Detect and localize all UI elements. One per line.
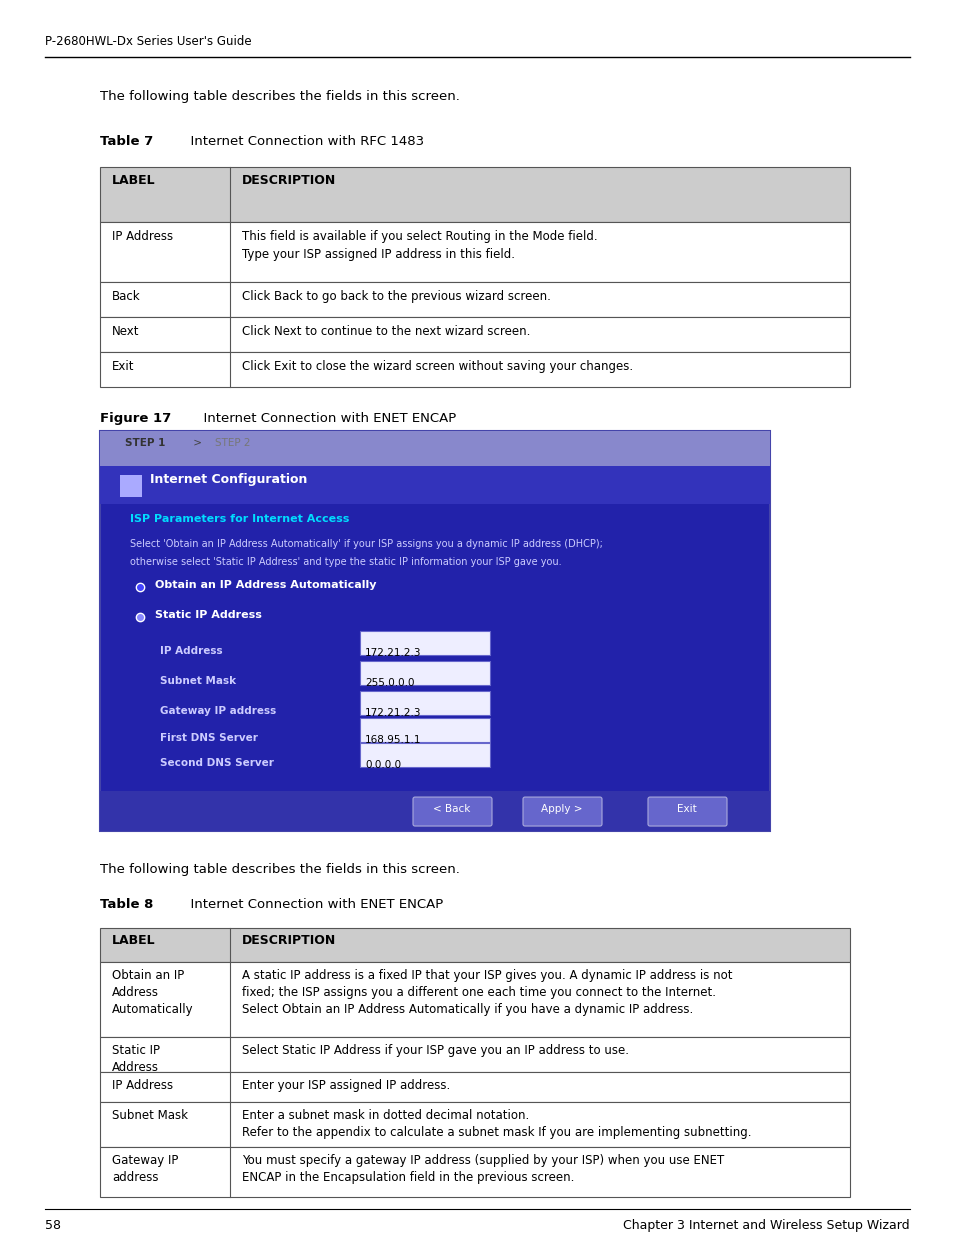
Text: Obtain an IP Address Automatically: Obtain an IP Address Automatically [154,580,376,590]
Text: Exit: Exit [112,359,134,373]
Text: ISP Parameters for Internet Access: ISP Parameters for Internet Access [130,515,349,525]
FancyBboxPatch shape [100,1072,849,1102]
Text: 172.21.2.3: 172.21.2.3 [365,648,421,658]
Text: Subnet Mask: Subnet Mask [112,1109,188,1121]
Text: IP Address: IP Address [160,646,222,656]
FancyBboxPatch shape [359,743,490,767]
Text: Click Back to go back to the previous wizard screen.: Click Back to go back to the previous wi… [242,290,550,303]
Text: Automatically: Automatically [112,1003,193,1016]
Text: STEP 1: STEP 1 [125,438,165,448]
Text: STEP 2: STEP 2 [214,438,251,448]
Text: Address: Address [112,986,159,999]
FancyBboxPatch shape [359,631,490,656]
FancyBboxPatch shape [100,962,849,1036]
Text: Back: Back [112,290,140,303]
Text: Click Exit to close the wizard screen without saving your changes.: Click Exit to close the wizard screen wi… [242,359,633,373]
Text: Static IP Address: Static IP Address [154,610,262,620]
FancyBboxPatch shape [100,316,849,352]
FancyBboxPatch shape [100,927,849,962]
FancyBboxPatch shape [647,797,726,826]
Text: IP Address: IP Address [112,1078,172,1092]
Text: Gateway IP: Gateway IP [112,1153,178,1167]
FancyBboxPatch shape [100,431,769,467]
Text: Type your ISP assigned IP address in this field.: Type your ISP assigned IP address in thi… [242,248,515,261]
Text: Internet Connection with RFC 1483: Internet Connection with RFC 1483 [182,135,424,148]
Text: 168.95.1.1: 168.95.1.1 [365,735,421,745]
Text: Internet Connection with ENET ENCAP: Internet Connection with ENET ENCAP [182,898,443,911]
Text: Next: Next [112,325,139,337]
FancyBboxPatch shape [100,467,769,504]
Text: A static IP address is a fixed IP that your ISP gives you. A dynamic IP address : A static IP address is a fixed IP that y… [242,969,732,982]
Text: 255.0.0.0: 255.0.0.0 [365,678,414,688]
Text: Select 'Obtain an IP Address Automatically' if your ISP assigns you a dynamic IP: Select 'Obtain an IP Address Automatical… [130,540,602,550]
Text: First DNS Server: First DNS Server [160,734,257,743]
Text: Refer to the appendix to calculate a subnet mask If you are implementing subnett: Refer to the appendix to calculate a sub… [242,1125,751,1139]
Text: Address: Address [112,1061,159,1073]
Text: 172.21.2.3: 172.21.2.3 [365,708,421,719]
Text: Gateway IP address: Gateway IP address [160,706,276,716]
FancyBboxPatch shape [100,792,769,831]
Text: < Back: < Back [433,804,470,814]
Text: You must specify a gateway IP address (supplied by your ISP) when you use ENET: You must specify a gateway IP address (s… [242,1153,723,1167]
Text: 58: 58 [45,1219,61,1231]
Text: DESCRIPTION: DESCRIPTION [242,174,335,186]
Text: Internet Connection with ENET ENCAP: Internet Connection with ENET ENCAP [194,411,456,425]
FancyBboxPatch shape [413,797,492,826]
Text: fixed; the ISP assigns you a different one each time you connect to the Internet: fixed; the ISP assigns you a different o… [242,986,716,999]
Text: The following table describes the fields in this screen.: The following table describes the fields… [100,863,459,876]
Text: Select Static IP Address if your ISP gave you an IP address to use.: Select Static IP Address if your ISP gav… [242,1044,628,1057]
FancyBboxPatch shape [100,431,769,831]
FancyBboxPatch shape [120,475,142,498]
Text: The following table describes the fields in this screen.: The following table describes the fields… [100,90,459,103]
FancyBboxPatch shape [100,1102,849,1146]
Text: Exit: Exit [677,804,696,814]
FancyBboxPatch shape [100,1036,849,1072]
FancyBboxPatch shape [100,167,849,222]
Text: address: address [112,1171,158,1183]
FancyBboxPatch shape [359,661,490,685]
Text: ENCAP in the Encapsulation field in the previous screen.: ENCAP in the Encapsulation field in the … [242,1171,574,1183]
FancyBboxPatch shape [359,719,490,742]
Text: Apply >: Apply > [540,804,582,814]
Text: Second DNS Server: Second DNS Server [160,758,274,768]
Text: Internet Configuration: Internet Configuration [150,473,307,487]
Text: Select Obtain an IP Address Automatically if you have a dynamic IP address.: Select Obtain an IP Address Automaticall… [242,1003,693,1016]
Text: Table 8: Table 8 [100,898,153,911]
FancyBboxPatch shape [359,692,490,715]
Text: Table 7: Table 7 [100,135,153,148]
Text: Obtain an IP: Obtain an IP [112,969,184,982]
Text: >: > [190,438,205,448]
FancyBboxPatch shape [100,352,849,387]
Text: Enter a subnet mask in dotted decimal notation.: Enter a subnet mask in dotted decimal no… [242,1109,529,1121]
Text: Click Next to continue to the next wizard screen.: Click Next to continue to the next wizar… [242,325,530,337]
Text: LABEL: LABEL [112,174,155,186]
Text: This field is available if you select Routing in the Mode field.: This field is available if you select Ro… [242,230,597,243]
Text: Enter your ISP assigned IP address.: Enter your ISP assigned IP address. [242,1078,450,1092]
FancyBboxPatch shape [100,282,849,316]
Text: DESCRIPTION: DESCRIPTION [242,934,335,947]
Text: Subnet Mask: Subnet Mask [160,677,236,687]
Text: P-2680HWL-Dx Series User's Guide: P-2680HWL-Dx Series User's Guide [45,35,252,48]
Text: LABEL: LABEL [112,934,155,947]
Text: Chapter 3 Internet and Wireless Setup Wizard: Chapter 3 Internet and Wireless Setup Wi… [622,1219,909,1231]
FancyBboxPatch shape [100,222,849,282]
Text: Static IP: Static IP [112,1044,160,1057]
Text: IP Address: IP Address [112,230,172,243]
FancyBboxPatch shape [522,797,601,826]
Text: Figure 17: Figure 17 [100,411,172,425]
Text: otherwise select 'Static IP Address' and type the static IP information your ISP: otherwise select 'Static IP Address' and… [130,557,561,567]
Text: 0.0.0.0: 0.0.0.0 [365,760,400,771]
FancyBboxPatch shape [100,1146,849,1197]
